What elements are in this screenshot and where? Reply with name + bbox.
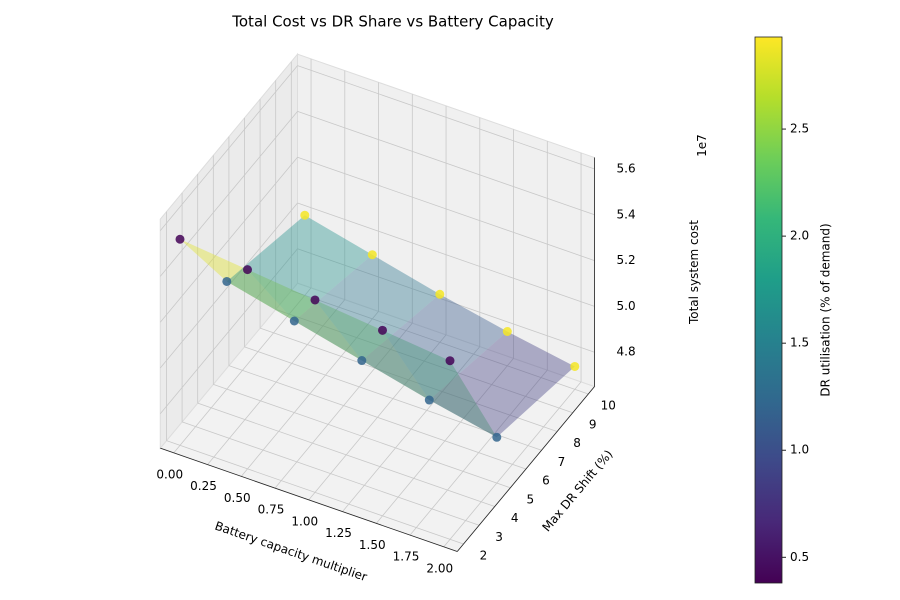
- grid-line: [213, 384, 511, 489]
- colorbar-tick-label: 2.0: [790, 229, 809, 243]
- colorbar-label: DR utilisation (% of demand): [819, 223, 833, 396]
- surface-patch: [247, 269, 362, 361]
- grid-line: [297, 65, 595, 170]
- colorbar: [754, 36, 783, 584]
- surface-patch: [361, 294, 508, 401]
- data-point: [378, 325, 387, 335]
- y-tick-label: 9: [589, 417, 597, 431]
- colorbar-tick-label: 1.0: [790, 443, 809, 457]
- z-offset-label: 1e7: [695, 134, 709, 157]
- y-tick-label: 4: [511, 511, 519, 525]
- grid-line: [159, 65, 298, 231]
- surface-patch: [382, 330, 497, 438]
- data-point: [502, 327, 512, 336]
- data-point: [367, 250, 377, 260]
- surface-patch: [180, 239, 295, 321]
- y-tick-label: 8: [573, 436, 581, 450]
- chart-title: Total Cost vs DR Share vs Battery Capaci…: [231, 13, 554, 31]
- y-tick-label: 3: [495, 530, 503, 544]
- surface-patch: [294, 254, 440, 361]
- y-tick-label: 2: [480, 549, 488, 563]
- grid-line: [159, 156, 298, 323]
- z-axis-label: Total system cost: [687, 220, 701, 325]
- x-tick-label: 1.00: [291, 514, 318, 528]
- x-tick-label: 1.75: [393, 550, 420, 564]
- x-tick-label: 0.75: [258, 503, 285, 517]
- grid-line: [159, 202, 298, 369]
- grid-line: [259, 327, 558, 432]
- colorbar-tick-label: 1.5: [790, 336, 809, 350]
- y-tick-label: 10: [601, 399, 616, 413]
- data-point: [222, 276, 232, 286]
- z-tick-label: 5.2: [617, 253, 636, 267]
- grid-line: [181, 421, 480, 526]
- data-point: [492, 432, 502, 442]
- z-tick-label: 5.6: [617, 162, 636, 176]
- y-tick-label: 6: [542, 474, 550, 488]
- axis-line: [456, 386, 595, 552]
- axis-line: [160, 447, 458, 552]
- data-point: [175, 234, 185, 244]
- x-tick-label: 0.00: [156, 467, 183, 481]
- grid-line: [228, 365, 527, 470]
- data-point: [445, 356, 455, 366]
- data-point: [570, 361, 580, 371]
- y-axis-label: Max DR Shift (%): [539, 447, 615, 534]
- grid-line: [291, 290, 589, 395]
- x-tick-label: 0.50: [224, 491, 251, 505]
- y-tick-label: 5: [526, 492, 534, 506]
- grid-line: [166, 440, 464, 545]
- colorbar-tick-label: 2.5: [790, 122, 809, 136]
- x-tick-label: 0.25: [190, 479, 217, 493]
- z-tick-label: 5.0: [617, 299, 636, 313]
- y-tick-label: 7: [558, 455, 566, 469]
- grid-line: [297, 156, 595, 261]
- data-point: [310, 295, 320, 305]
- data-point: [300, 210, 310, 220]
- x-tick-label: 2.00: [426, 561, 453, 575]
- data-point: [357, 356, 367, 366]
- data-point: [289, 316, 299, 326]
- x-tick-label: 1.50: [359, 538, 386, 552]
- surface-patch: [226, 215, 373, 321]
- surface-patch: [315, 299, 430, 401]
- grid-line: [159, 248, 298, 415]
- grid-line: [297, 202, 595, 307]
- data-point: [243, 265, 252, 275]
- grid-line: [244, 346, 542, 451]
- grid-line: [297, 111, 595, 216]
- data-point: [424, 395, 434, 405]
- z-tick-label: 4.8: [617, 345, 636, 359]
- grid-line: [159, 111, 298, 277]
- z-tick-label: 5.4: [617, 207, 636, 221]
- data-point: [435, 289, 445, 299]
- grid-line: [297, 248, 595, 353]
- surface-patch: [429, 331, 575, 438]
- grid-line: [197, 402, 495, 507]
- colorbar-tick-label: 0.5: [790, 550, 809, 564]
- x-tick-label: 1.25: [325, 526, 352, 540]
- grid-line: [275, 309, 573, 414]
